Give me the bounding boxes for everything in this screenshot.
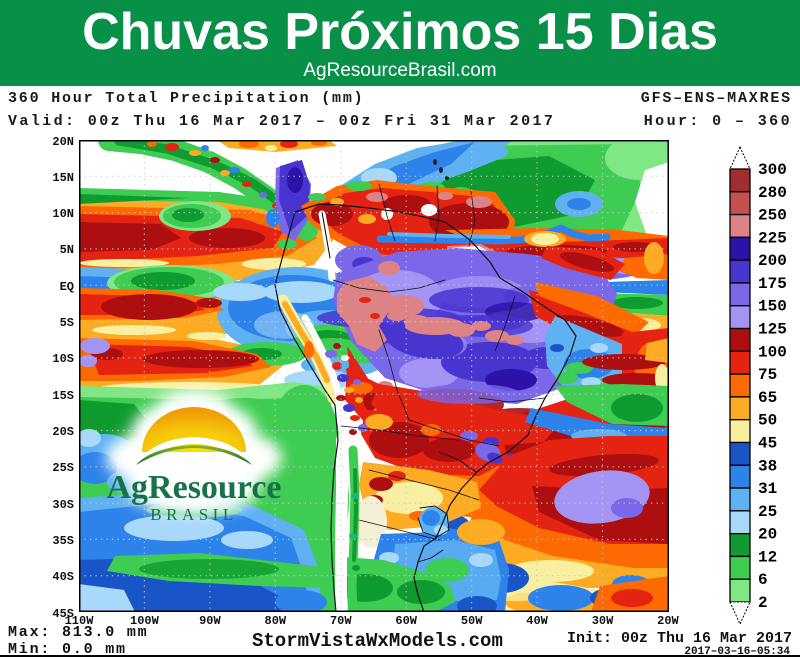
svg-text:150: 150: [758, 298, 787, 316]
svg-text:2: 2: [758, 594, 768, 612]
svg-text:65: 65: [758, 389, 777, 407]
svg-text:125: 125: [758, 321, 787, 339]
svg-text:AgResource: AgResource: [107, 469, 282, 506]
svg-text:100: 100: [758, 343, 787, 361]
svg-text:175: 175: [758, 275, 787, 293]
svg-text:6: 6: [758, 571, 768, 589]
svg-text:20: 20: [758, 526, 777, 544]
svg-text:200: 200: [758, 252, 787, 270]
svg-text:280: 280: [758, 184, 787, 202]
svg-text:75: 75: [758, 366, 777, 384]
svg-text:225: 225: [758, 229, 787, 247]
svg-text:12: 12: [758, 548, 777, 566]
svg-text:300: 300: [758, 161, 787, 179]
svg-text:38: 38: [758, 457, 777, 475]
svg-text:45: 45: [758, 434, 777, 452]
svg-text:25: 25: [758, 503, 777, 521]
svg-text:31: 31: [758, 480, 777, 498]
svg-text:50: 50: [758, 412, 777, 430]
svg-text:BRASIL: BRASIL: [150, 505, 237, 524]
svg-text:250: 250: [758, 207, 787, 225]
